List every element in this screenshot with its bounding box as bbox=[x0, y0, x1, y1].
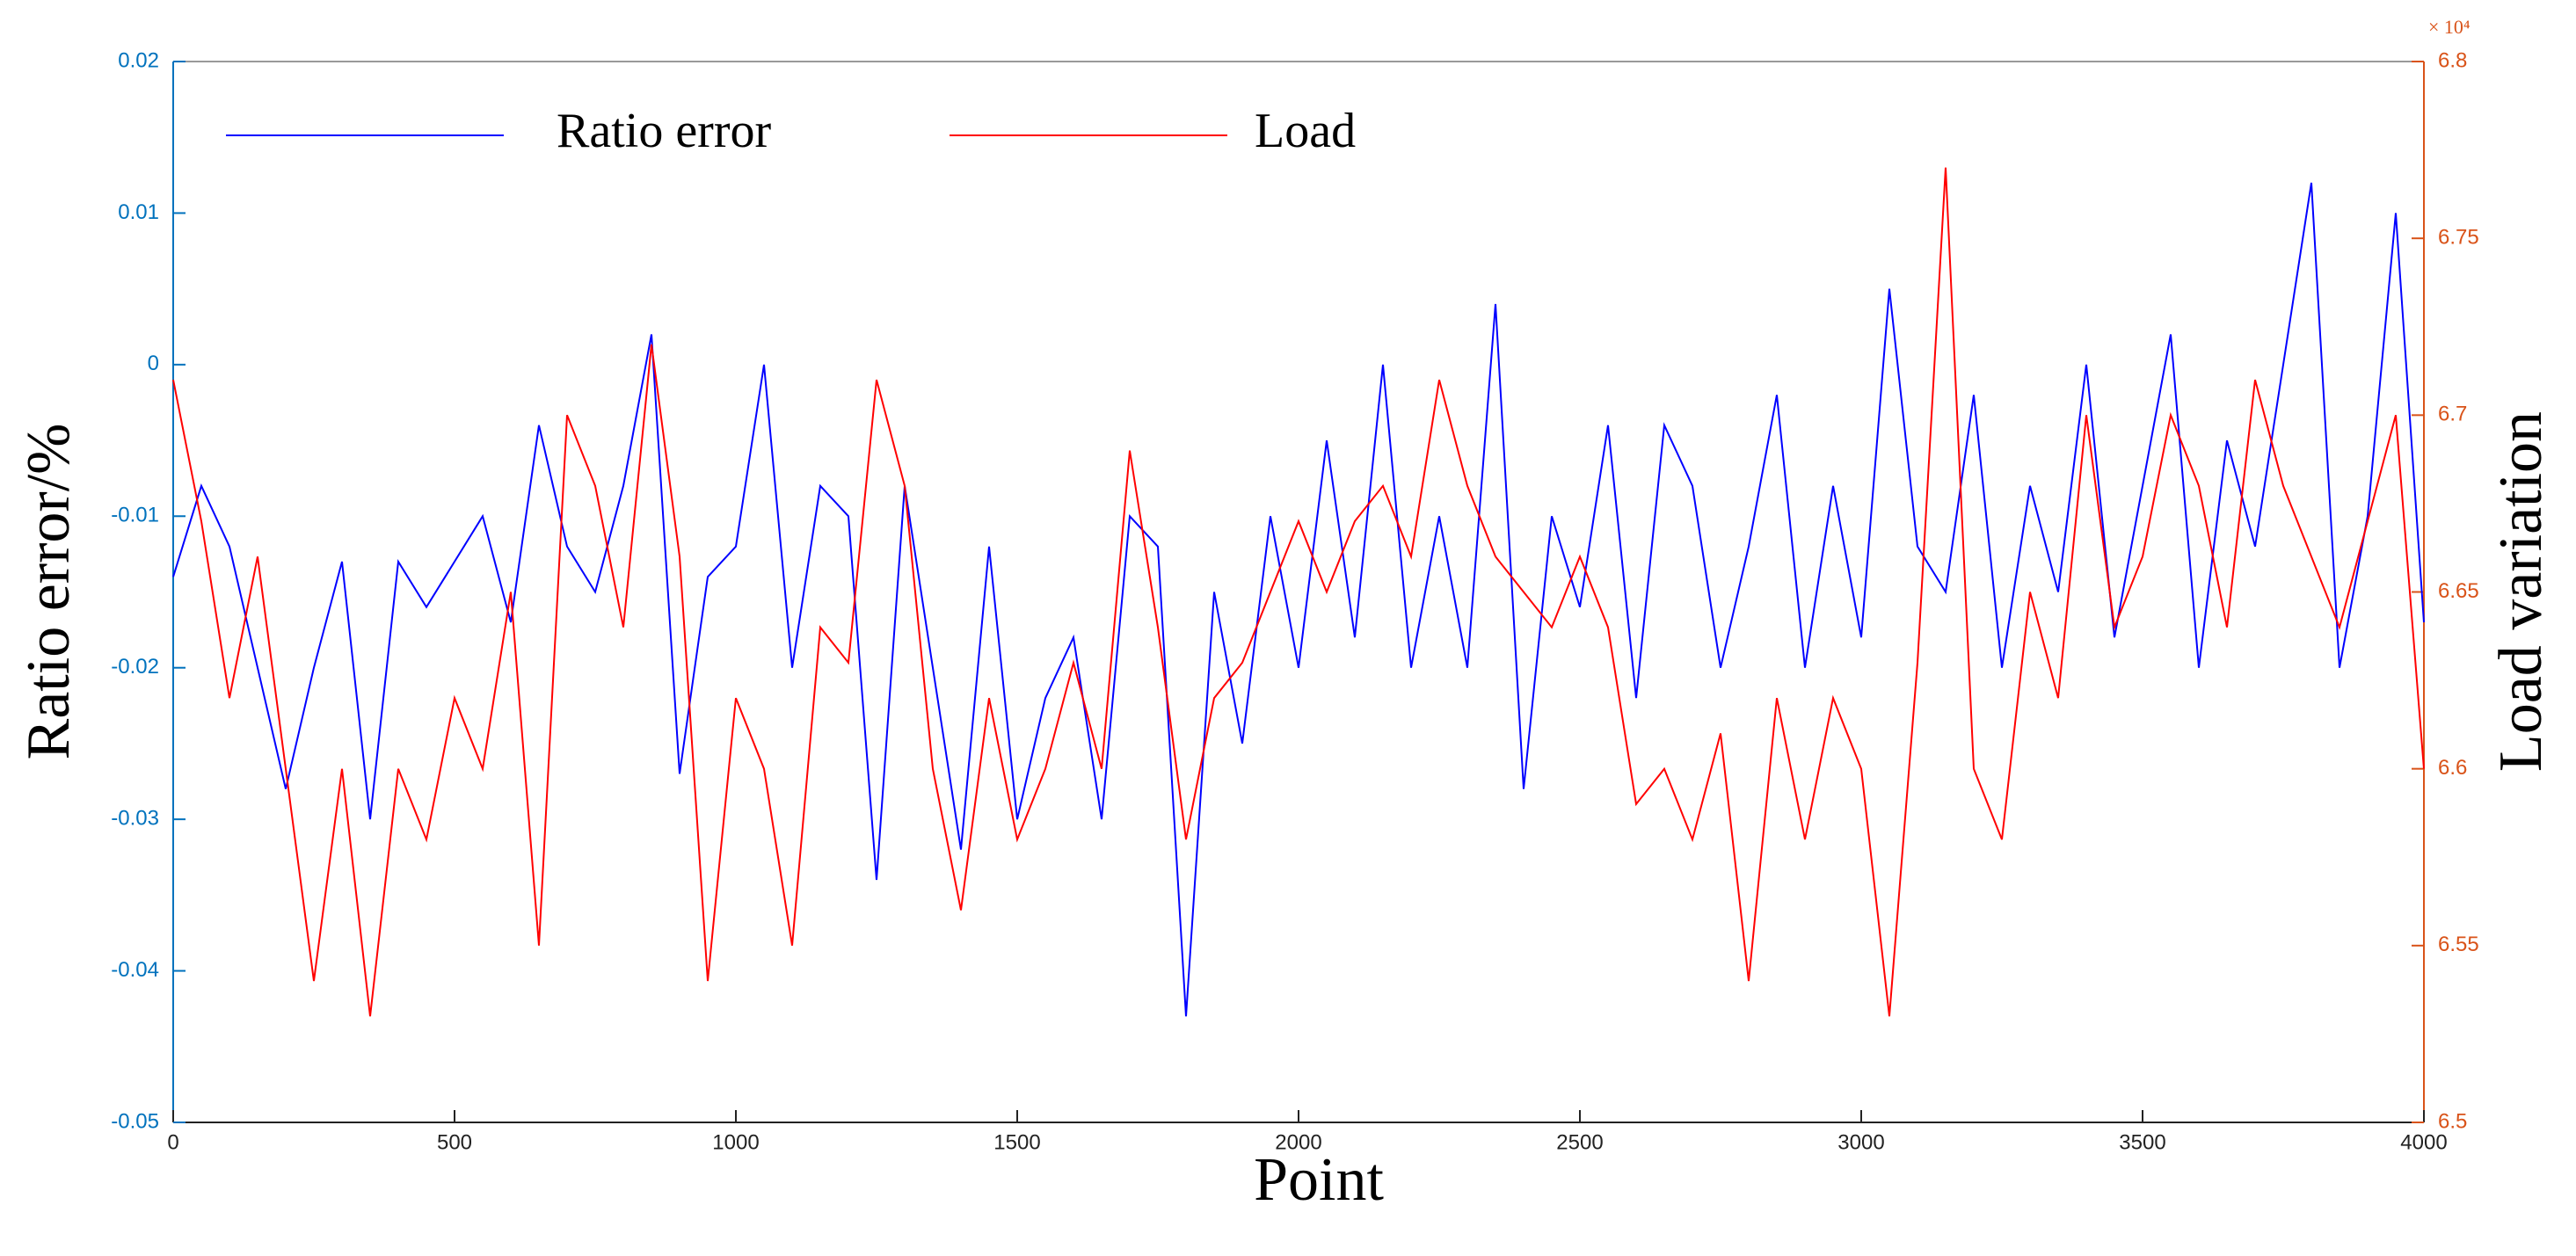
plot-area bbox=[173, 62, 2424, 1122]
y-tick-label: -0.04 bbox=[111, 958, 159, 982]
x-tick-label: 4000 bbox=[2400, 1130, 2447, 1154]
legend-label: Load bbox=[1255, 104, 1356, 158]
y2-tick-label: 6.75 bbox=[2438, 226, 2479, 250]
x-tick-label: 2500 bbox=[1556, 1130, 1603, 1154]
y-tick-label: 0.01 bbox=[118, 200, 159, 224]
x-tick-label: 3500 bbox=[2119, 1130, 2165, 1154]
x-tick-label: 1500 bbox=[993, 1130, 1040, 1154]
line-series bbox=[172, 167, 2425, 1017]
y2-multiplier: × 10⁴ bbox=[2428, 16, 2470, 38]
y2-tick-label: 6.8 bbox=[2438, 48, 2467, 72]
x-tick-label: 500 bbox=[437, 1130, 472, 1154]
y2-axis-label: Load variation bbox=[2487, 411, 2555, 772]
line-series bbox=[172, 182, 2425, 1017]
y2-tick-label: 6.55 bbox=[2438, 933, 2479, 956]
x-tick-label: 2000 bbox=[1275, 1130, 1321, 1154]
y-tick-label: -0.01 bbox=[111, 504, 159, 527]
y-tick-label: 0.02 bbox=[118, 48, 159, 72]
y2-tick-label: 6.6 bbox=[2438, 756, 2467, 780]
y2-tick-label: 6.7 bbox=[2438, 403, 2467, 426]
legend-label: Ratio error bbox=[557, 104, 771, 158]
y-tick-label: -0.02 bbox=[111, 655, 159, 679]
y-axis-label: Ratio error/% bbox=[15, 424, 83, 760]
y2-tick-label: 6.65 bbox=[2438, 579, 2479, 603]
y-tick-label: 0 bbox=[148, 352, 159, 375]
x-tick-label: 1000 bbox=[712, 1130, 759, 1154]
y2-tick-label: 6.5 bbox=[2438, 1109, 2467, 1133]
y-tick-label: -0.05 bbox=[111, 1109, 159, 1133]
x-axis-label: Point bbox=[1254, 1146, 1384, 1214]
x-tick-label: 0 bbox=[167, 1130, 178, 1154]
x-tick-label: 3000 bbox=[1837, 1130, 1884, 1154]
y-tick-label: -0.03 bbox=[111, 806, 159, 830]
